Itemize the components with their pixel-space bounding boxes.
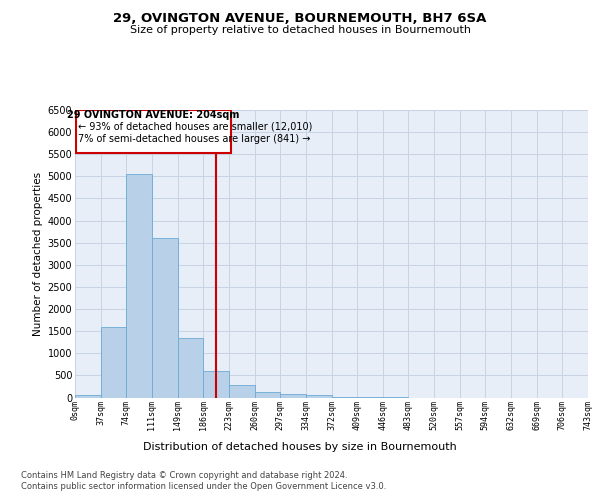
Text: 7% of semi-detached houses are larger (841) →: 7% of semi-detached houses are larger (8… xyxy=(79,134,311,144)
Text: 29, OVINGTON AVENUE, BOURNEMOUTH, BH7 6SA: 29, OVINGTON AVENUE, BOURNEMOUTH, BH7 6S… xyxy=(113,12,487,26)
Bar xyxy=(254,392,280,398)
Y-axis label: Number of detached properties: Number of detached properties xyxy=(34,172,43,336)
FancyBboxPatch shape xyxy=(76,110,231,154)
Bar xyxy=(280,394,305,398)
Bar xyxy=(101,326,126,398)
Text: Size of property relative to detached houses in Bournemouth: Size of property relative to detached ho… xyxy=(130,25,470,35)
Bar xyxy=(178,338,203,398)
Text: Contains public sector information licensed under the Open Government Licence v3: Contains public sector information licen… xyxy=(21,482,386,491)
Bar xyxy=(75,396,101,398)
Bar xyxy=(305,395,332,398)
Bar xyxy=(203,371,229,398)
Bar xyxy=(229,385,254,398)
Bar xyxy=(126,174,152,398)
Text: Contains HM Land Registry data © Crown copyright and database right 2024.: Contains HM Land Registry data © Crown c… xyxy=(21,471,347,480)
Text: 29 OVINGTON AVENUE: 204sqm: 29 OVINGTON AVENUE: 204sqm xyxy=(67,110,239,120)
Text: ← 93% of detached houses are smaller (12,010): ← 93% of detached houses are smaller (12… xyxy=(79,121,313,131)
Bar xyxy=(152,238,178,398)
Text: Distribution of detached houses by size in Bournemouth: Distribution of detached houses by size … xyxy=(143,442,457,452)
